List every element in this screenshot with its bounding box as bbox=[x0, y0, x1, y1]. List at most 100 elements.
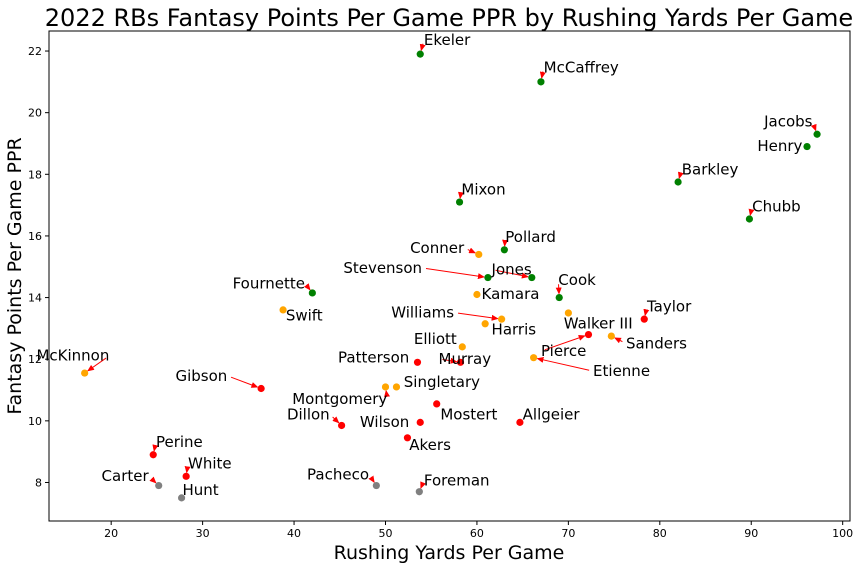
data-point bbox=[516, 418, 524, 426]
point-label: Conner bbox=[410, 239, 465, 257]
point-label: Wilson bbox=[360, 413, 409, 431]
data-point bbox=[813, 130, 821, 138]
annotation-arrow bbox=[87, 357, 107, 372]
x-tick-label: 90 bbox=[744, 527, 758, 540]
data-point bbox=[416, 418, 424, 426]
data-point bbox=[475, 250, 483, 259]
data-point bbox=[745, 215, 754, 223]
y-tick-label: 10 bbox=[28, 415, 42, 428]
point-label: Carter bbox=[102, 467, 150, 485]
point-label: Jacobs bbox=[763, 113, 813, 131]
data-point bbox=[81, 369, 89, 377]
data-point bbox=[381, 383, 390, 391]
x-tick-label: 60 bbox=[470, 527, 484, 540]
annotation-arrow bbox=[467, 247, 477, 254]
annotation-arrow bbox=[544, 335, 586, 351]
x-tick-label: 50 bbox=[378, 527, 392, 540]
data-point bbox=[308, 289, 316, 297]
data-point bbox=[537, 78, 545, 86]
x-tick-label: 30 bbox=[196, 527, 210, 540]
data-point bbox=[481, 320, 489, 328]
y-tick-label: 16 bbox=[28, 230, 42, 243]
data-point bbox=[413, 358, 422, 366]
x-tick-label: 70 bbox=[561, 527, 575, 540]
point-label: Harris bbox=[492, 321, 537, 339]
x-tick-label: 80 bbox=[653, 527, 667, 540]
data-point bbox=[528, 273, 536, 282]
annotation-arrow bbox=[425, 268, 485, 280]
data-point bbox=[607, 332, 615, 340]
data-point bbox=[458, 343, 466, 351]
annotation-arrow bbox=[442, 357, 458, 364]
data-point bbox=[182, 472, 190, 480]
chart-title: 2022 RBs Fantasy Points Per Game PPR by … bbox=[45, 4, 853, 32]
x-tick-label: 20 bbox=[104, 527, 118, 540]
point-label: McKinnon bbox=[36, 347, 109, 365]
point-label: Akers bbox=[409, 436, 451, 454]
data-point bbox=[455, 198, 464, 206]
data-point bbox=[530, 354, 538, 362]
data-point bbox=[484, 273, 492, 282]
data-point bbox=[456, 358, 465, 366]
data-point bbox=[177, 494, 186, 502]
point-label: Pacheco bbox=[307, 465, 369, 483]
data-point bbox=[403, 434, 412, 442]
point-label: Barkley bbox=[682, 160, 739, 178]
data-point bbox=[564, 309, 572, 317]
annotation-arrow bbox=[303, 283, 311, 291]
point-label: Elliott bbox=[414, 330, 457, 348]
annotation-arrow bbox=[614, 337, 623, 344]
point-label: Gibson bbox=[175, 367, 227, 385]
data-point bbox=[155, 481, 163, 490]
annotation-arrow bbox=[457, 312, 499, 321]
y-tick-label: 20 bbox=[28, 107, 42, 120]
y-tick-label: 12 bbox=[28, 353, 42, 366]
point-label: Dillon bbox=[287, 405, 330, 423]
data-point bbox=[416, 50, 424, 58]
point-label: Fournette bbox=[233, 274, 305, 292]
data-point bbox=[433, 400, 441, 408]
annotation-arrow bbox=[539, 71, 546, 79]
point-label: Montgomery bbox=[292, 390, 387, 408]
plot-frame bbox=[48, 30, 851, 522]
data-point bbox=[640, 315, 648, 323]
annotation-arrow bbox=[677, 171, 684, 180]
data-points bbox=[81, 50, 821, 502]
annotation-arrow bbox=[152, 444, 159, 452]
data-point bbox=[392, 383, 401, 391]
point-label: Swift bbox=[286, 307, 323, 325]
annotation-arrow bbox=[458, 191, 464, 200]
point-label: Allgeier bbox=[523, 405, 581, 423]
data-point bbox=[338, 421, 346, 430]
point-label: Foreman bbox=[424, 472, 490, 490]
point-label: Taylor bbox=[646, 297, 692, 315]
data-point bbox=[149, 451, 157, 459]
data-point bbox=[674, 178, 682, 186]
point-label: Patterson bbox=[338, 348, 409, 366]
point-label: Kamara bbox=[482, 285, 540, 303]
annotation-arrow bbox=[332, 416, 340, 424]
annotation-arrow bbox=[384, 389, 390, 398]
point-labels: Ekeler McCaffrey Jacobs Henry Barkley Chubb Mi… bbox=[36, 31, 812, 499]
data-point bbox=[803, 142, 811, 151]
x-tick-label: 40 bbox=[287, 527, 301, 540]
annotation-arrow bbox=[536, 356, 590, 371]
y-axis: 8 10 12 14 16 18 20 22 bbox=[28, 45, 49, 489]
annotation-arrow bbox=[420, 481, 426, 489]
annotation-arrow bbox=[495, 269, 529, 279]
point-label: Walker III bbox=[564, 314, 633, 332]
annotation-arrows bbox=[87, 43, 817, 489]
y-tick-label: 8 bbox=[35, 476, 42, 489]
point-label: Hunt bbox=[183, 481, 219, 499]
point-label: Singletary bbox=[404, 373, 480, 391]
data-point bbox=[555, 293, 563, 302]
annotation-arrow bbox=[184, 465, 191, 474]
y-tick-label: 18 bbox=[28, 168, 42, 181]
y-tick-label: 14 bbox=[28, 292, 42, 305]
data-point bbox=[257, 384, 265, 393]
data-point bbox=[473, 290, 481, 299]
annotation-arrow bbox=[748, 208, 755, 217]
y-axis-title: Fantasy Points Per Game PPR bbox=[4, 137, 26, 414]
point-label: White bbox=[188, 455, 232, 473]
